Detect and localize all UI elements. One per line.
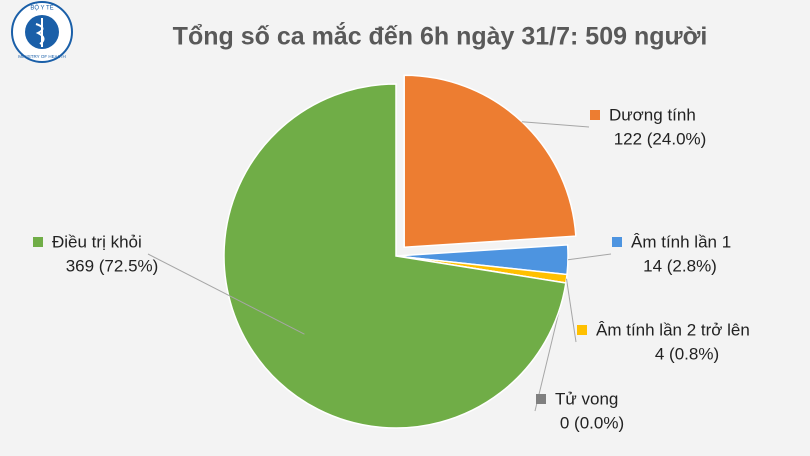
pie-slice: [223, 83, 567, 429]
leader-line: [567, 253, 612, 261]
value-label: 4 (0.8%): [655, 344, 719, 363]
slice-label: Âm tính lần 1: [631, 232, 731, 251]
leader-line: [565, 278, 577, 343]
leader-line: [521, 121, 590, 128]
slice-label: Tử vong: [555, 389, 618, 408]
value-label: 369 (72.5%): [66, 256, 159, 275]
slice-label: Âm tính lần 2 trở lên: [596, 320, 750, 339]
logo-snake: [35, 23, 45, 45]
chart-title: Tổng số ca mắc đến 6h ngày 31/7: 509 ngư…: [173, 21, 708, 51]
legend-swatch: [612, 237, 622, 247]
logo-top: BỘ Y TẾ: [30, 5, 53, 12]
logo-bottom: MINISTRY OF HEALTH: [18, 54, 66, 59]
legend-swatch: [577, 325, 587, 335]
pie-slice: [403, 74, 577, 249]
value-label: 0 (0.0%): [560, 413, 624, 432]
value-label: 14 (2.8%): [643, 256, 717, 275]
slice-label: Dương tính: [609, 105, 696, 124]
legend-swatch: [536, 394, 546, 404]
slice-label: Điều trị khỏi: [52, 232, 142, 251]
logo: BỘ Y TẾ MINISTRY OF HEALTH: [11, 1, 73, 63]
leader-line: [147, 253, 305, 335]
legend-swatch: [33, 237, 43, 247]
value-label: 122 (24.0%): [614, 129, 707, 148]
legend-swatch: [590, 110, 600, 120]
